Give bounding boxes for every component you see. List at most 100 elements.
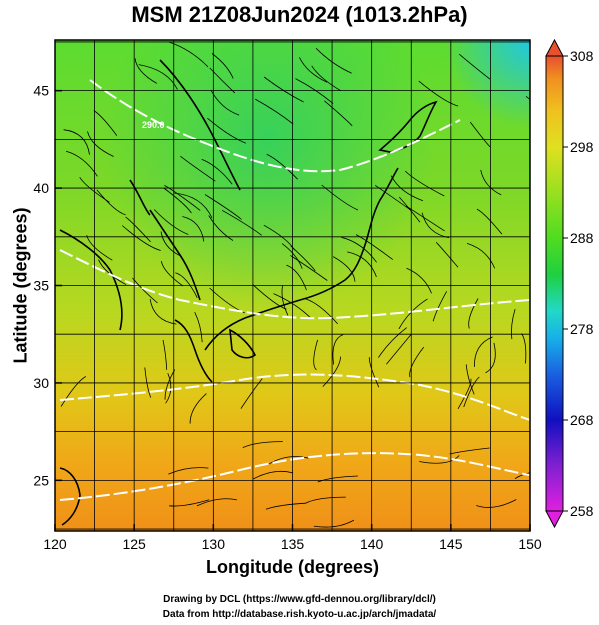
colorbar-tick-label: 288 (570, 230, 594, 246)
streamline (168, 467, 209, 475)
streamline (65, 150, 98, 177)
colorbar-tick-label: 278 (570, 321, 594, 337)
streamline (196, 498, 237, 507)
streamline (418, 80, 459, 107)
streamline (315, 47, 352, 74)
streamline (449, 447, 490, 455)
streamline (121, 225, 161, 251)
streamline (169, 499, 210, 507)
streamline (164, 369, 176, 400)
streamline (180, 155, 216, 182)
credit-data: Data from http://database.rish.kyoto-u.a… (162, 609, 437, 620)
x-tick-label: 150 (518, 536, 542, 552)
streamline (266, 153, 298, 180)
streamline (299, 57, 328, 83)
streamline (125, 216, 151, 243)
colorbar: 258 268 278 288 298 308 (545, 38, 594, 529)
x-tick-label: 140 (360, 536, 384, 552)
streamline (465, 364, 475, 395)
streamline (149, 299, 177, 325)
streamline (207, 117, 246, 144)
streamline (98, 259, 127, 286)
streamline (208, 215, 234, 241)
streamline (459, 53, 491, 80)
streamline (173, 192, 213, 219)
streamline (162, 339, 168, 370)
coastlines (59, 59, 438, 526)
streamline (255, 98, 294, 125)
streamline (468, 298, 479, 329)
colorbar-tick-label: 268 (570, 412, 594, 428)
streamline (432, 291, 448, 322)
streamline (514, 472, 530, 480)
x-tick-label: 135 (281, 536, 305, 552)
streamline (355, 234, 394, 260)
y-tick-label: 40 (33, 180, 49, 196)
colorbar-max-arrow (545, 38, 564, 57)
streamline (521, 333, 527, 364)
streamline (386, 333, 412, 365)
x-tick-label: 145 (439, 536, 463, 552)
x-tick-label: 130 (202, 536, 226, 552)
x-axis-label: Longitude (degrees) (205, 557, 379, 577)
streamline (93, 110, 118, 136)
streamline (281, 285, 289, 316)
streamline (60, 376, 87, 407)
x-tick-label: 120 (43, 536, 67, 552)
streamline (204, 194, 242, 220)
streamline (466, 243, 496, 269)
streamline (189, 393, 207, 424)
streamline (268, 456, 309, 465)
credit-drawing: Drawing by DCL (https://www.gfd-dennou.o… (163, 594, 436, 605)
colorbar-min-arrow (545, 510, 564, 529)
axis-ticks: 120 125 130 135 140 145 150 25 30 35 40 45 (33, 83, 541, 552)
colorbar-tick-label: 308 (570, 48, 594, 64)
y-axis-label: Latitude (degrees) (10, 207, 31, 364)
y-tick-label: 30 (33, 375, 49, 391)
streamline (252, 284, 287, 310)
streamline (252, 470, 294, 480)
streamline (317, 475, 358, 483)
colorbar-tick-label: 258 (570, 503, 594, 519)
streamline (463, 376, 480, 408)
streamline (295, 78, 334, 104)
streamline (322, 356, 341, 387)
streamline (211, 53, 234, 79)
streamline (405, 205, 445, 232)
streamline (404, 170, 445, 197)
streamline (305, 496, 346, 504)
streamline (242, 441, 283, 448)
streamline (168, 41, 209, 68)
streamline (96, 189, 126, 216)
streamline (332, 334, 344, 365)
streamline (160, 261, 184, 287)
streamline (87, 131, 114, 157)
streamline (435, 242, 459, 268)
streamline (134, 58, 158, 84)
map-title: MSM 21Z08Jun2024 (1013.2hPa) (131, 2, 468, 27)
streamline (313, 519, 355, 528)
streamline (63, 129, 90, 155)
colorbar-tick-label: 298 (570, 139, 594, 155)
y-tick-label: 35 (33, 278, 49, 294)
streamline (221, 209, 262, 236)
streamline (485, 342, 496, 374)
streamline (511, 308, 516, 340)
streamline (164, 185, 201, 211)
streamline (341, 236, 377, 263)
streamline (273, 293, 312, 319)
streamline (163, 187, 192, 214)
streamline (473, 336, 493, 367)
streamline (476, 499, 517, 508)
contour-label: 290.0 (142, 120, 165, 130)
streamline (305, 298, 338, 325)
streamline (406, 267, 432, 294)
streamline (333, 256, 356, 282)
y-tick-label: 45 (33, 83, 49, 99)
streamline (409, 346, 425, 378)
streamline (347, 251, 377, 278)
streamline (374, 184, 412, 211)
streamline (480, 169, 502, 196)
streamline (194, 312, 203, 343)
